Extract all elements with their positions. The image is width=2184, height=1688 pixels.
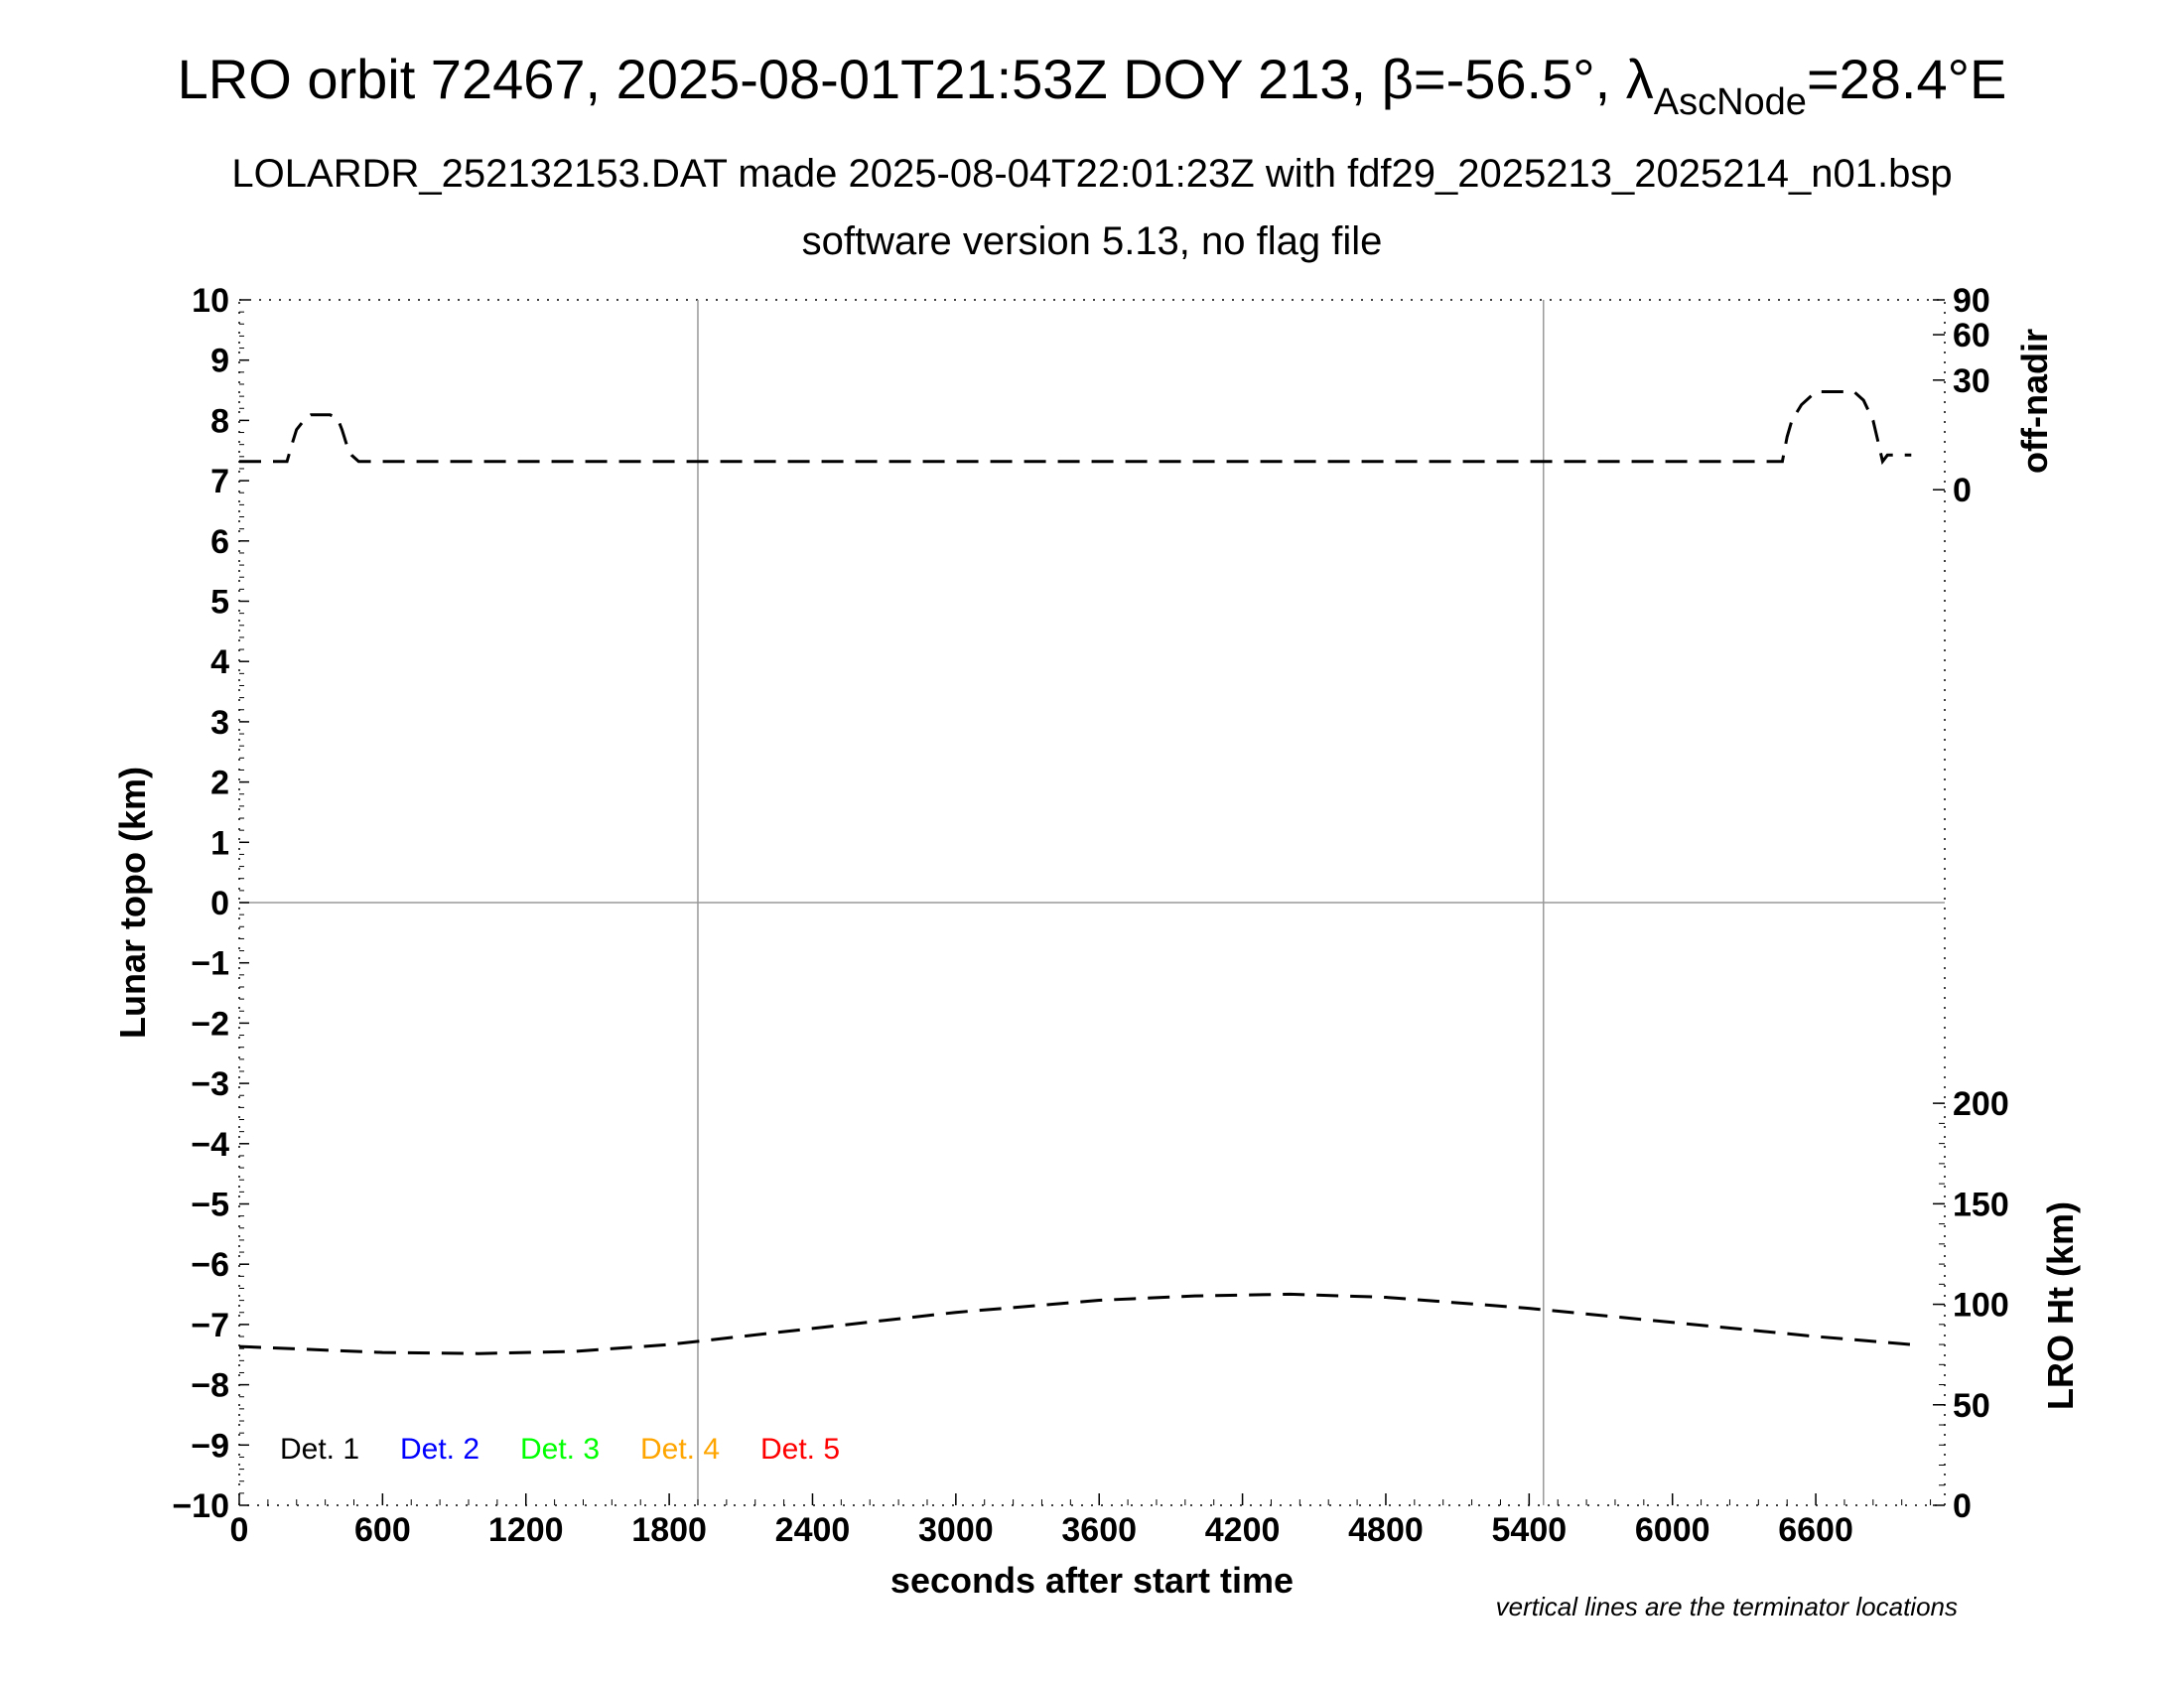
y-tick-label: 0: [210, 885, 229, 922]
lro-ht-tick-label: 100: [1953, 1287, 2009, 1325]
y-tick-label: 10: [192, 282, 229, 320]
x-tick-label: 600: [354, 1511, 411, 1549]
x-tick-label: 5400: [1492, 1511, 1568, 1549]
y-tick-label: −1: [191, 945, 229, 983]
x-tick-label: 6600: [1778, 1511, 1853, 1549]
y-tick-label: 5: [210, 584, 229, 622]
y-tick-label: −10: [172, 1487, 229, 1525]
x-tick-label: 4200: [1205, 1511, 1281, 1549]
y-tick-label: 1: [210, 824, 229, 862]
chart-subtitle-file: LOLARDR_252132153.DAT made 2025-08-04T22…: [231, 152, 1952, 196]
x-tick-label: 3000: [918, 1511, 994, 1549]
footnote: vertical lines are the terminator locati…: [1496, 1592, 1958, 1621]
y-tick-label: −4: [191, 1126, 229, 1164]
plot-frame: [238, 299, 1946, 1506]
lro-height-series-line: [238, 1292, 1912, 1355]
x-tick-label: 6000: [1635, 1511, 1710, 1549]
series-group: [238, 390, 1912, 1355]
y-tick-label: −3: [191, 1065, 229, 1103]
legend-item-det-4: Det. 4: [640, 1433, 720, 1466]
x-tick-label: 0: [230, 1511, 249, 1549]
legend-item-det-1: Det. 1: [280, 1433, 359, 1466]
off-nadir-tick-label: 90: [1953, 282, 1990, 320]
y-tick-label: −7: [191, 1307, 229, 1344]
legend-item-det-2: Det. 2: [400, 1433, 479, 1466]
y-tick-label: −8: [191, 1367, 229, 1405]
off-nadir-series-line: [239, 390, 1912, 466]
legend-item-det-3: Det. 3: [520, 1433, 600, 1466]
x-tick-label: 1800: [631, 1511, 707, 1549]
y-tick-label: −2: [191, 1005, 229, 1043]
y-tick-label: 8: [210, 402, 229, 440]
axis-ticks: [238, 299, 1945, 1506]
y-axis-title-right-bottom: LRO Ht (km): [2040, 1201, 2081, 1410]
legend-item-det-5: Det. 5: [760, 1433, 840, 1466]
y-tick-label: 3: [210, 704, 229, 742]
off-nadir-tick-label: 30: [1953, 362, 1990, 400]
y-tick-label: −6: [191, 1246, 229, 1284]
off-nadir-tick-label: 60: [1953, 317, 1990, 354]
off-nadir-tick-label: 0: [1953, 472, 1972, 509]
y-axis-title-left: Lunar topo (km): [112, 767, 153, 1039]
x-tick-label: 4800: [1348, 1511, 1424, 1549]
y-tick-label: 2: [210, 765, 229, 802]
chart-subtitle-software: software version 5.13, no flag file: [802, 219, 1383, 263]
x-tick-label: 3600: [1061, 1511, 1137, 1549]
lro-ht-tick-label: 50: [1953, 1387, 1990, 1425]
chart-title: LRO orbit 72467, 2025-08-01T21:53Z DOY 2…: [178, 48, 2007, 123]
grid-lines: [239, 300, 1945, 1505]
y-tick-label: 6: [210, 523, 229, 561]
y-axis-title-right-top: off-nadir: [2014, 329, 2055, 474]
x-axis-title: seconds after start time: [890, 1560, 1294, 1601]
x-tick-label: 1200: [488, 1511, 564, 1549]
y-tick-label: 9: [210, 343, 229, 380]
lro-ht-tick-label: 150: [1953, 1186, 2009, 1223]
y-tick-label: 7: [210, 463, 229, 500]
x-tick-labels: 0 600 1200 1800 2400 3000 3600 4200 4800 5400 6000…: [230, 1511, 1853, 1549]
y-tick-label: 4: [210, 643, 229, 681]
y-tick-label: −9: [191, 1427, 229, 1465]
y-tick-label: −5: [191, 1187, 229, 1224]
x-tick-label: 2400: [775, 1511, 851, 1549]
lro-ht-tick-label: 0: [1953, 1487, 1972, 1525]
legend: Det. 1 Det. 2 Det. 3 Det. 4 Det. 5: [280, 1433, 840, 1466]
lro-ht-tick-label: 200: [1953, 1085, 2009, 1123]
right-bottom-tick-labels: 200 150 100 50 0: [1953, 1085, 2009, 1525]
